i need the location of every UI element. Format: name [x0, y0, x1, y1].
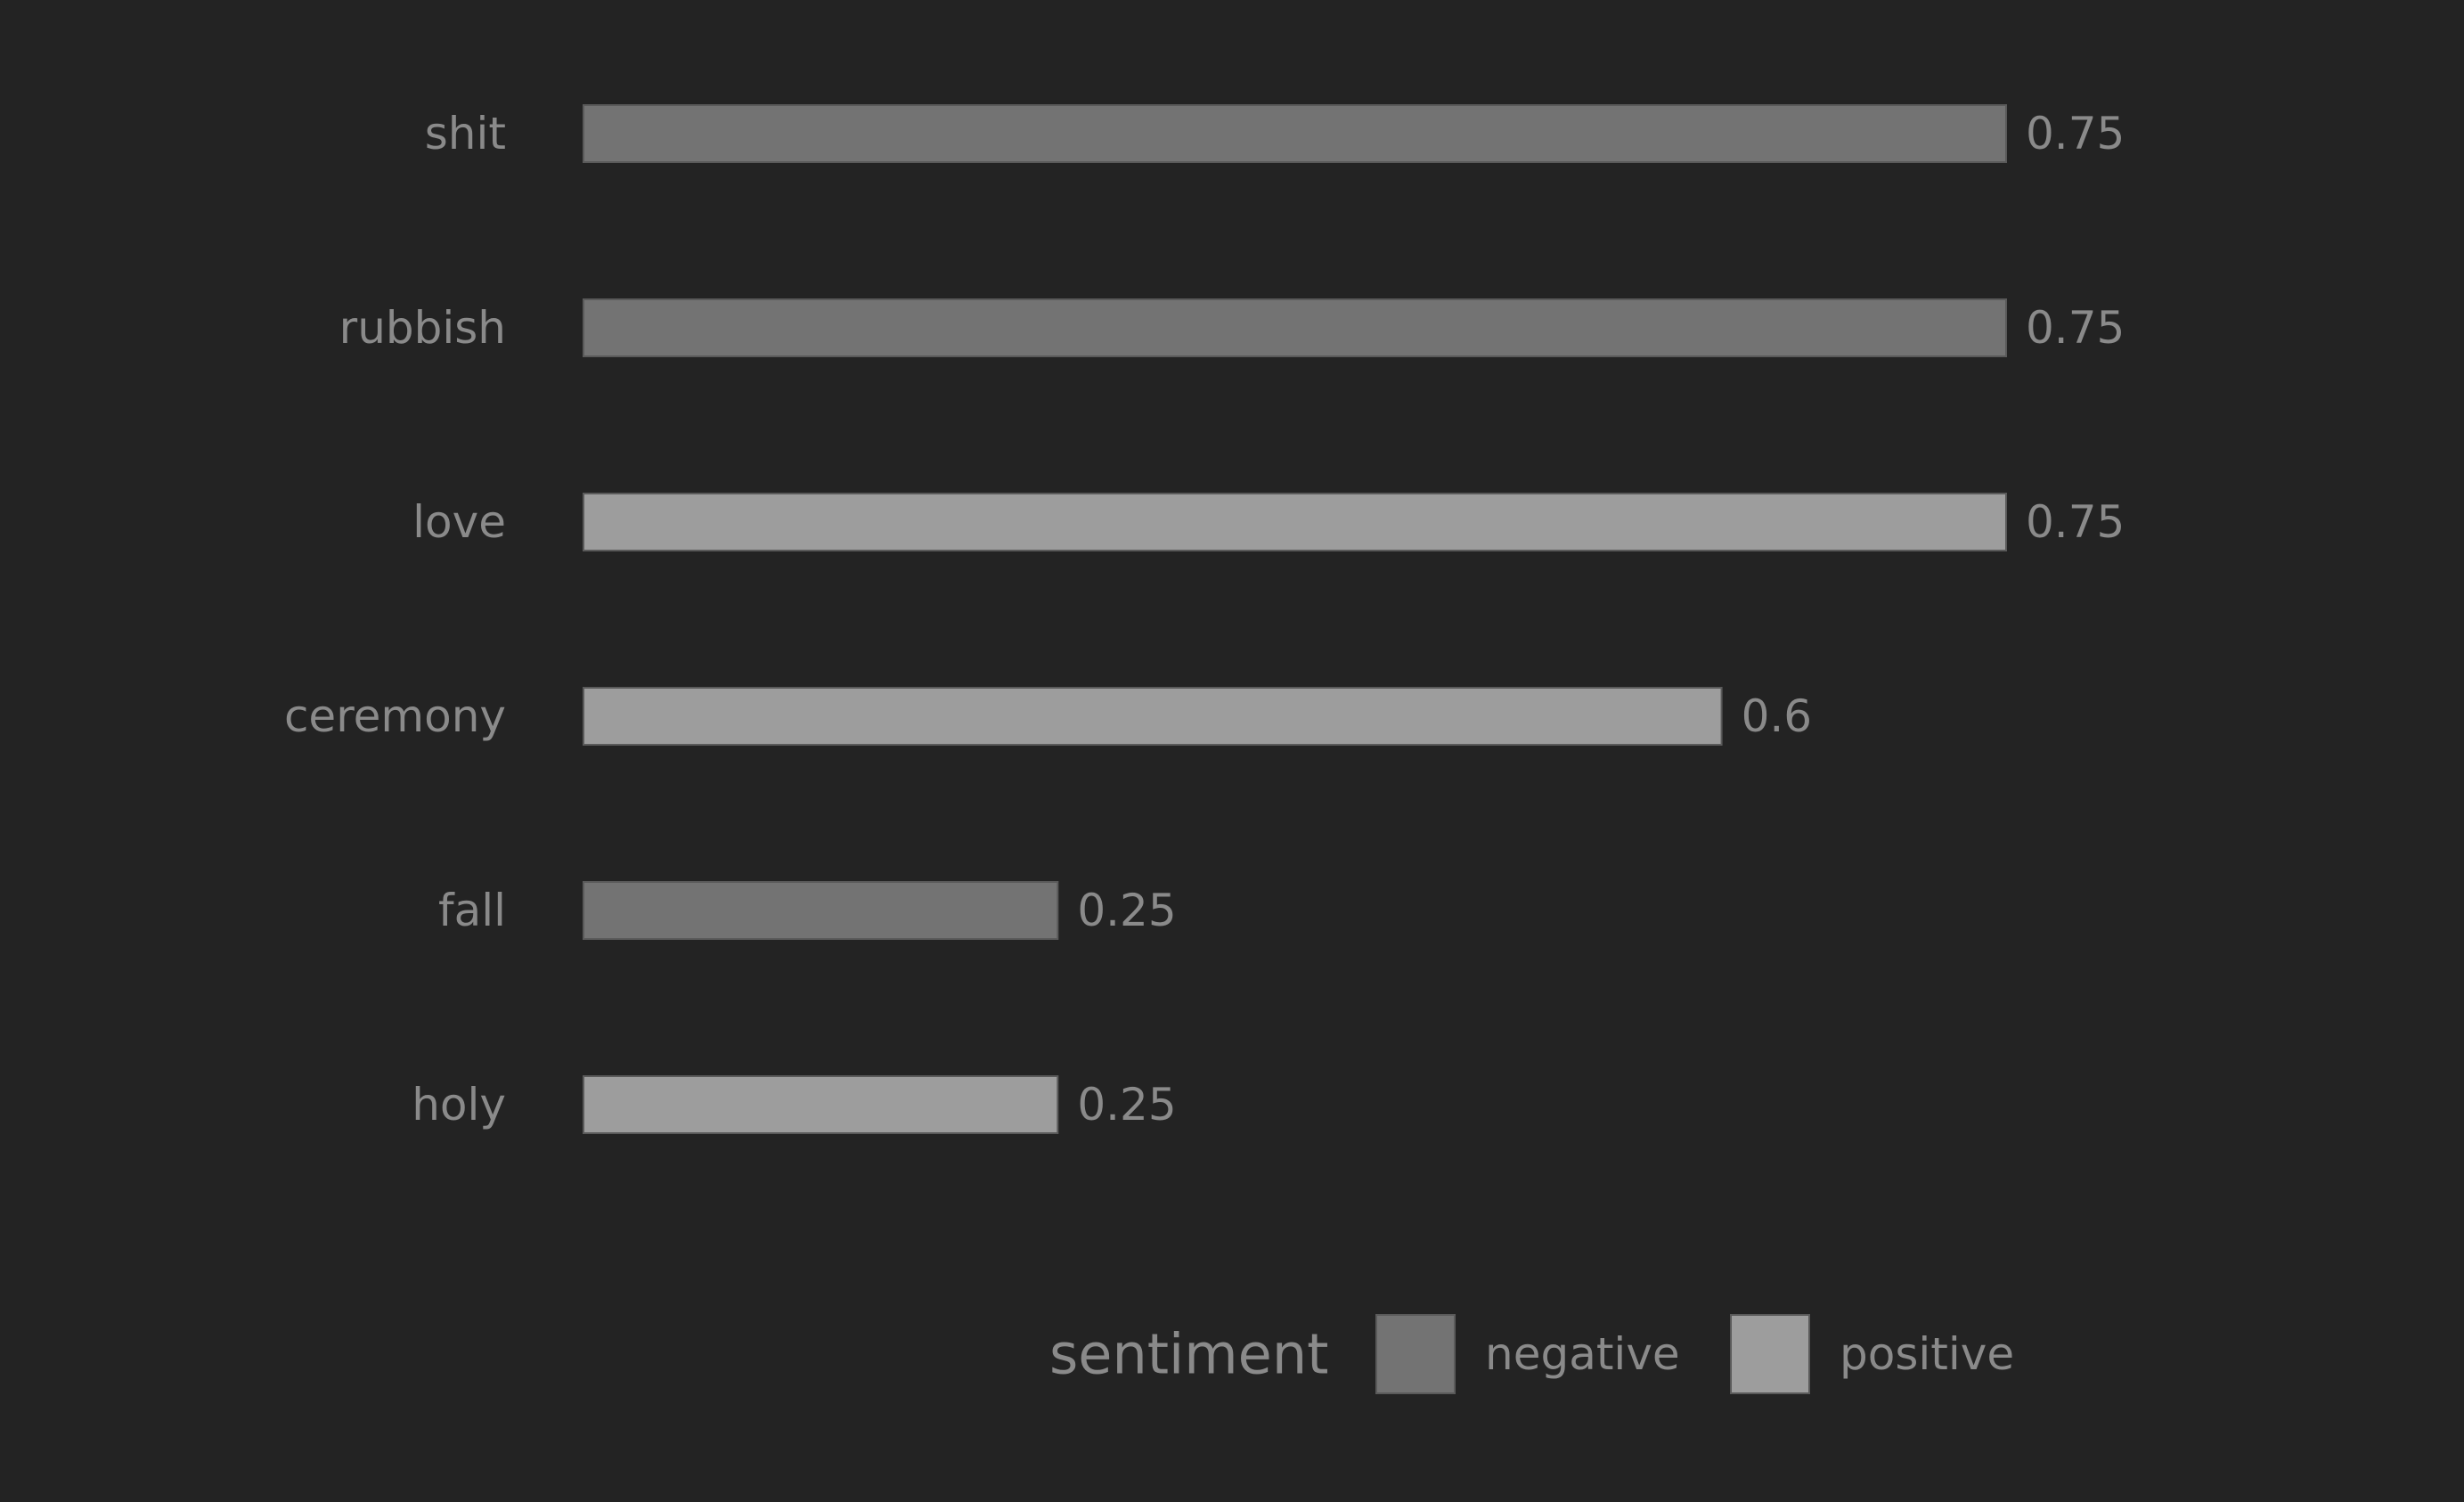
category-label-ceremony: ceremony [284, 690, 506, 742]
value-label-fall: 0.25 [1077, 885, 1176, 936]
category-label-love: love [412, 496, 506, 548]
bar-group-holy: holy 0.25 [412, 1075, 1177, 1134]
bar-group-fall: fall 0.25 [438, 881, 1177, 940]
bar-love [583, 493, 2007, 551]
legend-label-positive: positive [1840, 1328, 2014, 1380]
bar-group-ceremony: ceremony 0.6 [284, 687, 1813, 746]
bar-group-rubbish: rubbish 0.75 [339, 298, 2125, 357]
legend-title: sentiment [1049, 1322, 1328, 1387]
value-label-shit: 0.75 [2026, 108, 2125, 159]
bar-holy [583, 1075, 1059, 1134]
bar-rubbish [583, 298, 2007, 357]
value-label-rubbish: 0.75 [2026, 302, 2125, 354]
value-label-holy: 0.25 [1077, 1079, 1176, 1131]
category-label-fall: fall [438, 885, 506, 936]
bar-fall [583, 881, 1059, 940]
category-label-rubbish: rubbish [339, 302, 506, 354]
bars-layer: shit 0.75 rubbish 0.75 love 0.75 ceremony 0.6 fa… [284, 104, 2125, 1134]
legend-key-positive [1730, 1314, 1810, 1394]
category-label-shit: shit [425, 108, 506, 159]
value-label-love: 0.75 [2026, 496, 2125, 548]
legend: sentiment negative positive [1049, 1314, 2014, 1394]
legend-key-negative [1375, 1314, 1456, 1394]
category-label-holy: holy [412, 1079, 506, 1131]
bar-shit [583, 104, 2007, 163]
value-label-ceremony: 0.6 [1742, 690, 1813, 742]
legend-label-negative: negative [1485, 1328, 1680, 1380]
bar-ceremony [583, 687, 1723, 746]
bar-group-love: love 0.75 [412, 493, 2125, 551]
bar-group-shit: shit 0.75 [425, 104, 2125, 163]
